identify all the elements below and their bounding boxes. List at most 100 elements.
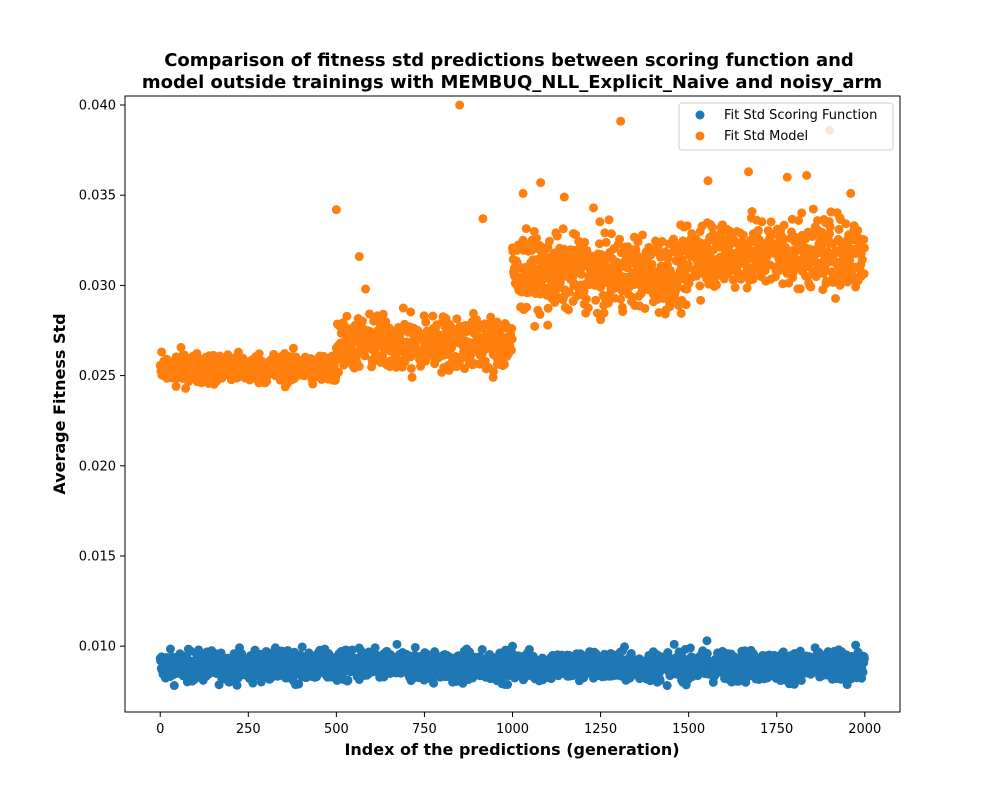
data-point [256,677,266,687]
data-point [633,237,643,247]
y-tick-label: 0.040 [79,99,116,114]
y-tick-label: 0.025 [79,369,116,384]
data-point [618,307,628,317]
data-point [789,679,799,689]
data-point-outlier [171,381,181,391]
data-point [583,303,593,313]
data-point [606,229,616,239]
x-tick-label: 2000 [848,722,881,737]
data-point [543,303,553,313]
data-point [503,680,513,690]
series-1 [155,100,869,393]
legend-label-scoring-function: Fit Std Scoring Function [724,108,877,123]
data-point [748,274,758,284]
data-point [683,260,693,270]
plot-frame [124,95,901,713]
data-point [600,228,610,238]
data-point-outlier [198,674,207,684]
data-point [766,217,776,227]
data-point [669,639,679,649]
x-tick-label: 0 [156,722,164,737]
data-point [544,236,554,246]
data-point [254,349,264,359]
x-tick-label: 250 [236,722,261,737]
data-point [858,667,868,677]
data-point [447,343,457,353]
data-point [535,309,545,319]
data-point [400,357,410,367]
data-point [354,361,364,371]
data-point [297,642,307,652]
data-point [806,282,816,292]
data-point [576,269,586,279]
data-point [308,379,318,389]
series-0 [155,636,869,691]
data-point [640,303,650,313]
data-point [711,280,721,290]
data-point [406,363,416,373]
x-axis-label: Index of the predictions (generation) [344,740,679,759]
data-point [288,343,298,353]
data-point [378,309,388,319]
data-point [637,230,647,240]
data-point [825,229,835,239]
data-point [841,219,851,229]
data-point [506,345,516,355]
data-point [728,275,738,285]
data-point [428,311,438,321]
data-point [681,300,691,310]
data-point [460,364,470,374]
data-point [595,239,605,249]
data-point-outlier [703,176,713,186]
data-point [580,237,590,247]
data-point [685,643,695,653]
data-point [499,360,509,370]
y-axis-ticks: 0.010 0.015 0.020 0.025 0.030 0.035 0.040 [79,99,125,655]
x-tick-label: 750 [412,722,437,737]
data-point-outlier [782,172,792,182]
data-point [564,287,574,297]
data-point [521,224,531,234]
data-point [530,321,540,331]
data-point [794,215,804,225]
y-tick-label: 0.010 [79,640,116,655]
y-tick-label: 0.030 [79,279,116,294]
data-point [370,643,380,653]
data-point [564,305,574,315]
data-point [738,230,748,240]
data-point [452,314,462,324]
data-point [747,207,757,217]
x-tick-label: 1250 [584,722,617,737]
data-point [742,283,752,293]
data-point-outlier [488,372,498,382]
data-point-outlier [518,188,528,198]
data-point-outlier [332,675,342,685]
data-point [398,303,408,313]
data-point [410,642,420,652]
data-point-outlier [354,643,364,653]
data-point [766,230,776,240]
data-point-outlier [331,205,341,215]
data-point-outlier [702,636,712,646]
legend-label-model: Fit Std Model [724,129,808,144]
data-point [616,294,626,304]
data-point [157,347,167,357]
data-point [795,284,805,294]
data-point [831,293,841,303]
data-point [859,243,869,253]
data-point [581,294,591,304]
data-point [662,681,672,691]
data-point [591,295,601,305]
data-point-outlier [796,675,806,685]
data-point [347,645,357,655]
data-point-outlier [354,252,364,262]
data-point [696,295,706,305]
data-point [343,675,353,685]
y-axis-label: Average Fitness Std [50,313,69,494]
data-point [859,269,869,279]
data-point [232,680,242,690]
data-point [851,640,861,650]
x-axis-ticks: 0 250 500 750 1000 1250 1500 1750 2000 [156,712,881,737]
data-point [176,342,186,352]
data-point [429,678,439,688]
